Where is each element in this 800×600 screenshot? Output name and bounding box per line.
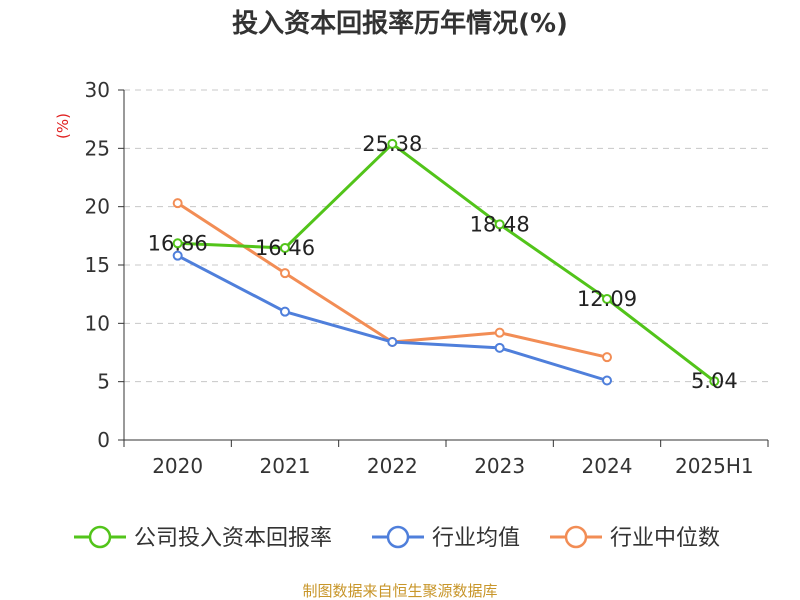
- data-label: 18.48: [470, 212, 530, 236]
- data-point: [280, 268, 290, 279]
- y-tick-label: 5: [97, 370, 110, 394]
- legend-label: 公司投入资本回报率: [134, 526, 332, 551]
- axes: 0 5 10 15 20 25 30 2020 2021 2022 2023 2024 2025H1: [85, 78, 769, 478]
- data-point: [387, 138, 398, 149]
- legend-marker: [386, 525, 410, 549]
- data-point: [172, 250, 183, 261]
- data-point: [602, 375, 612, 386]
- data-point: [172, 198, 183, 209]
- series-line: [176, 201, 608, 359]
- y-axis-unit: (%): [54, 113, 72, 139]
- data-point: [387, 337, 398, 347]
- data-point: [494, 342, 505, 353]
- data-label: 5.04: [691, 369, 738, 393]
- x-tick-label: 2020: [152, 454, 203, 478]
- y-tick-label: 15: [85, 253, 110, 277]
- source-note: 制图数据来自恒生聚源数据库: [302, 582, 497, 600]
- grid-lines: [124, 89, 768, 383]
- series-line: [176, 254, 608, 382]
- data-point: [280, 242, 290, 253]
- legend-label: 行业中位数: [610, 526, 720, 551]
- data-label: 25.38: [362, 132, 422, 156]
- series-lines: [172, 138, 720, 387]
- x-tick-label: 2022: [367, 454, 418, 478]
- data-label: 16.46: [255, 236, 315, 260]
- y-tick-label: 0: [97, 428, 110, 452]
- data-point: [280, 306, 290, 317]
- data-point: [602, 352, 612, 363]
- data-labels: 16.86 16.46 25.38 18.48 12.09 5.04: [148, 132, 738, 393]
- x-tick-label: 2023: [474, 454, 525, 478]
- series-line: [177, 142, 716, 383]
- data-point: [172, 238, 183, 249]
- y-tick-label: 10: [85, 311, 110, 335]
- data-label: 16.86: [148, 231, 208, 255]
- legend-marker: [88, 525, 112, 549]
- legend: 公司投入资本回报率 行业均值 行业中位数: [74, 525, 720, 551]
- data-point: [709, 376, 720, 387]
- x-tick-label: 2024: [582, 454, 633, 478]
- chart-title: 投入资本回报率历年情况(%): [232, 8, 568, 39]
- data-point: [494, 219, 505, 230]
- y-tick-label: 30: [85, 78, 110, 102]
- y-tick-label: 25: [85, 136, 110, 160]
- y-tick-label: 20: [85, 195, 110, 219]
- legend-marker: [564, 525, 588, 549]
- data-point: [602, 293, 612, 304]
- x-tick-label: 2021: [260, 454, 311, 478]
- x-tick-label: 2025H1: [675, 454, 754, 478]
- data-label: 12.09: [577, 287, 637, 311]
- legend-label: 行业均值: [432, 526, 520, 551]
- data-point: [494, 327, 505, 338]
